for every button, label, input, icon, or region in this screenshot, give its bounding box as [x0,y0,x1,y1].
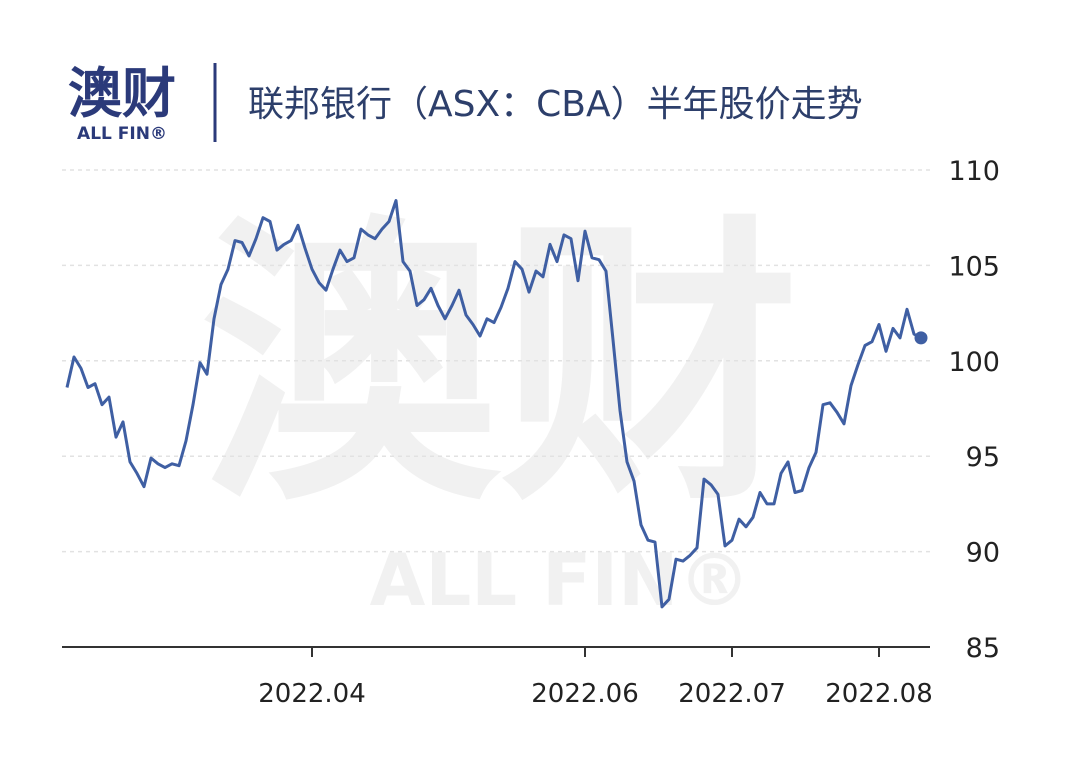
y-tick-label: 105 [948,251,1000,282]
y-tick-label: 110 [948,156,1000,187]
chart-title: 联邦银行（ASX：CBA）半年股价走势 [248,84,863,125]
end-marker [914,331,928,345]
y-tick-label: 85 [966,633,1000,664]
y-tick-label: 100 [948,347,1000,378]
logo-name: 澳财 [68,62,176,125]
price-line [65,199,922,609]
x-tick-label: 2022.06 [531,679,639,709]
logo-sub: ALL FIN® [77,124,167,144]
x-tick-label: 2022.08 [825,679,933,709]
y-tick-label: 90 [966,538,1000,569]
x-tick-label: 2022.04 [258,679,366,709]
y-tick-label: 95 [966,442,1000,473]
watermark-name: 澳财 [200,192,800,541]
x-tick-label: 2022.07 [678,679,786,709]
